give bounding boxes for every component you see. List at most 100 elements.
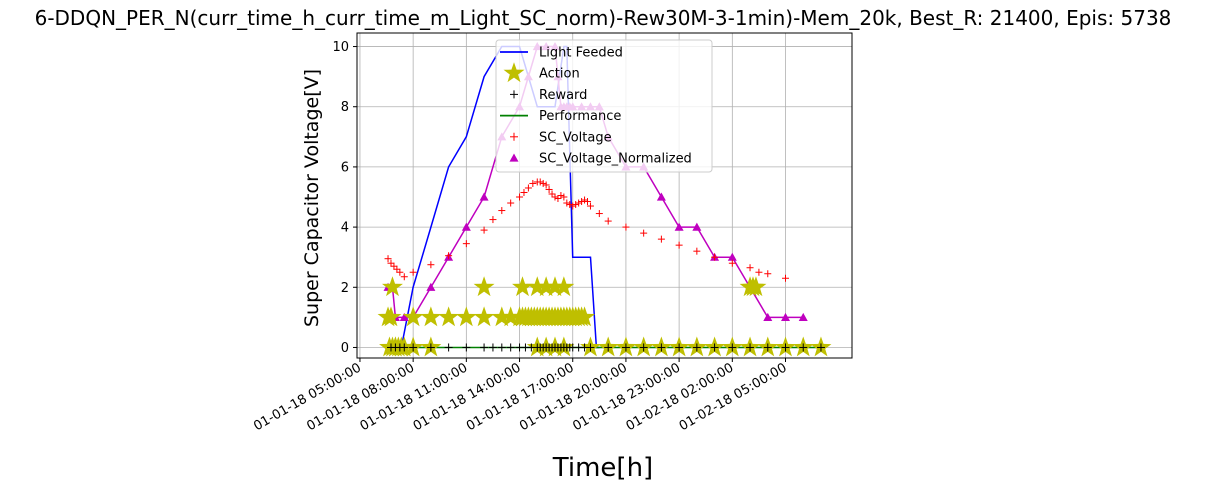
legend-label: SC_Voltage_Normalized	[539, 152, 692, 167]
sc-voltage-marker	[462, 240, 470, 248]
reward-marker	[728, 343, 737, 352]
action-star	[473, 306, 495, 327]
reward-marker	[621, 343, 630, 352]
sc-voltage-marker	[755, 268, 763, 276]
sc-voltage-marker	[563, 199, 571, 207]
reward-marker	[692, 343, 701, 352]
action-star	[553, 276, 575, 297]
sc-voltage-marker	[427, 261, 435, 269]
y-tick-label: 0	[341, 341, 349, 356]
action-star	[402, 306, 424, 327]
sc-voltage-marker	[575, 199, 583, 207]
sc-voltage-marker	[520, 188, 528, 196]
sc-voltage-marker	[542, 181, 550, 189]
sc-voltage-marker	[569, 202, 577, 210]
sc-voltage-marker	[529, 179, 537, 187]
reward-marker	[675, 343, 684, 352]
sc-voltage-marker	[489, 216, 497, 224]
sc-voltage-marker	[536, 178, 544, 186]
reward-marker	[639, 343, 648, 352]
action-star	[544, 276, 566, 297]
sc-norm-marker	[426, 282, 436, 291]
reward-marker	[497, 343, 506, 352]
sc-voltage-marker	[604, 217, 612, 225]
reward-marker	[746, 343, 755, 352]
action-star	[526, 276, 548, 297]
y-tick-label: 2	[341, 281, 349, 296]
reward-marker	[409, 343, 418, 352]
reward-marker	[506, 343, 515, 352]
sc-voltage-marker	[390, 262, 398, 270]
action-star	[455, 306, 477, 327]
x-axis-label: Time[h]	[552, 453, 653, 483]
sc-voltage-marker	[711, 253, 719, 261]
legend-item-sc-voltage-normalized: SC_Voltage_Normalized	[509, 152, 692, 167]
y-tick-label: 10	[332, 40, 349, 55]
sc-voltage-marker	[572, 201, 580, 209]
sc-voltage-marker	[445, 252, 453, 260]
legend-swatch	[510, 132, 518, 141]
sc-voltage-marker	[728, 259, 736, 267]
sc-voltage-marker	[554, 195, 562, 203]
reward-marker	[586, 343, 595, 352]
reward-marker	[426, 343, 435, 352]
legend-swatch	[510, 90, 518, 99]
sc-voltage-marker	[584, 198, 592, 206]
sc-voltage-marker	[782, 274, 790, 282]
sc-voltage-marker	[539, 179, 547, 187]
reward-marker	[400, 343, 409, 352]
reward-marker	[657, 343, 666, 352]
action-star	[420, 306, 442, 327]
action-star	[574, 306, 596, 327]
action-star	[745, 276, 767, 297]
sc-voltage-marker	[675, 241, 683, 249]
action-star	[390, 336, 412, 357]
sc-voltage-marker	[764, 270, 772, 278]
sc-voltage-marker	[480, 226, 488, 234]
action-star	[382, 276, 403, 297]
legend-item-performance: Performance	[500, 109, 621, 124]
action-star	[380, 306, 402, 327]
sc-voltage-marker	[409, 268, 417, 276]
sc-norm-marker	[461, 222, 471, 231]
sc-voltage-marker	[384, 255, 392, 263]
sc-voltage-marker	[400, 273, 408, 281]
reward-marker	[816, 343, 825, 352]
action-star	[491, 306, 513, 327]
action-star	[500, 306, 522, 327]
sc-norm-marker	[727, 252, 737, 261]
sc-norm-marker	[781, 312, 791, 321]
sc-norm-marker	[798, 312, 808, 321]
sc-voltage-marker	[548, 190, 556, 198]
legend-label: SC_Voltage	[539, 130, 612, 145]
y-tick-label: 4	[341, 221, 349, 236]
reward-marker	[444, 343, 453, 352]
reward-marker	[604, 343, 613, 352]
plot-frame	[356, 32, 853, 359]
legend-item-reward: Reward	[510, 88, 587, 103]
legend-label: Action	[539, 67, 580, 82]
sc-voltage-marker	[566, 201, 574, 209]
sc-voltage-marker	[396, 268, 404, 276]
sc-voltage-marker	[545, 185, 553, 193]
series-sc-voltage	[384, 178, 790, 282]
sc-voltage-marker	[595, 210, 603, 218]
reward-marker	[480, 343, 489, 352]
sc-voltage-marker	[640, 229, 648, 237]
sc-voltage-marker	[393, 265, 401, 273]
action-star	[438, 306, 460, 327]
sc-voltage-marker	[581, 196, 589, 204]
y-axis-label: Super Capacitor Voltage[V]	[301, 69, 323, 327]
sc-voltage-marker	[507, 199, 515, 207]
sc-voltage-marker	[657, 235, 665, 243]
y-axis: 0 2 4 6 8 10	[332, 40, 357, 356]
legend-swatch	[503, 62, 525, 83]
sc-norm-marker	[674, 222, 684, 231]
action-star	[535, 276, 557, 297]
legend-box	[495, 39, 713, 173]
sc-voltage-marker	[586, 202, 594, 210]
reward-marker	[781, 343, 790, 352]
legend-item-light-feeded: Light Feeded	[500, 46, 623, 61]
series-reward	[386, 343, 825, 352]
